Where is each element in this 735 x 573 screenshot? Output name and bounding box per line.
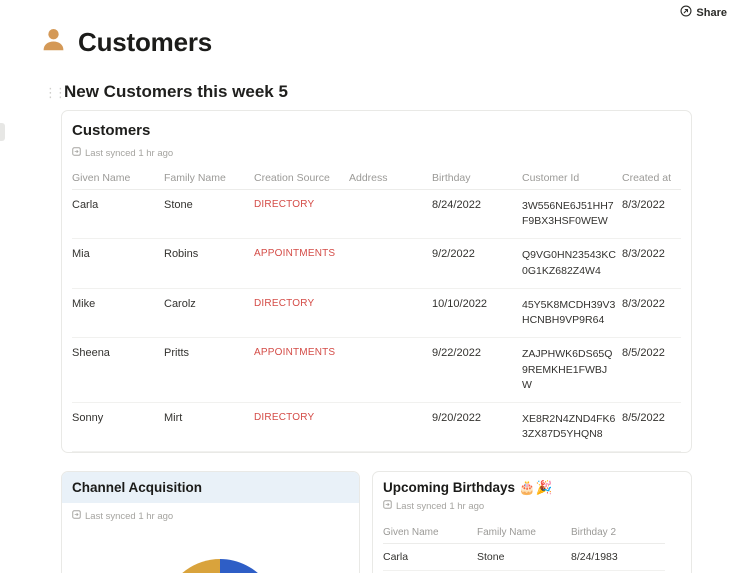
given-name-cell: Sonny [72,402,164,453]
person-icon [40,26,67,58]
column-header: Given Name [72,167,164,190]
section-title: New Customers this week 5 [64,82,288,101]
sync-icon [72,510,81,522]
customers-table: Given Name Family Name Creation Source Addr… [72,167,681,453]
column-header: Address [349,167,432,190]
creation-source-cell: DIRECTORY [254,189,349,240]
table-row: Sheena Pritts APPOINTMENTS 9/22/2022 ZAJPHWK… [72,337,681,403]
family-name-cell: Robins [164,238,254,289]
customers-table-header-row: Given Name Family Name Creation Source Addr… [72,167,681,190]
customer-id-cell: XE8R2N4ZND4FK63ZX87D5YHQN8 [522,402,622,453]
address-cell [349,238,432,289]
family-name-cell: Stone [477,543,571,572]
sync-icon [383,500,392,512]
given-name-cell: Mia [383,570,477,573]
pie-slice-directory[interactable] [186,559,278,573]
pie-chart: APPOINTMENTS DIRECTORY [62,530,359,573]
birthday-cell: 9/2/2022 [432,238,522,289]
birthday-cell: 10/10/2022 [432,288,522,339]
created-at-cell: 8/3/2022 [622,189,681,240]
table-row: Mia Robins APPOINTMENTS 9/2/2022 Q9VG0HN2354… [72,238,681,289]
customer-id-cell: ZAJPHWK6DS65Q9REMKHE1FWBJW [522,337,622,403]
drag-handle-icon[interactable]: ⋮⋮ [44,84,67,100]
column-header: Birthday [432,167,522,190]
section-heading-row: ⋮⋮ New Customers this week 5 [44,82,735,102]
given-name-cell: Mike [72,288,164,339]
table-row: Carla Stone 8/24/1983 [383,543,665,572]
sync-label: Last synced 1 hr ago [85,147,174,159]
column-header: Birthday 2 [571,522,665,545]
column-header: Given Name [383,522,477,545]
customers-sync-status: Last synced 1 hr ago [72,145,681,167]
family-name-cell: Pritts [164,337,254,403]
table-row: Sonny Mirt DIRECTORY 9/20/2022 XE8R2N4ZND4FK… [72,402,681,453]
creation-source-cell: APPOINTMENTS [254,238,349,289]
customer-id-cell: 45Y5K8MCDH39V3HCNBH9VP9R64 [522,288,622,339]
birthday-cell: 9/22/2022 [432,337,522,403]
address-cell [349,288,432,339]
birthday-cell: 8/24/2022 [432,189,522,240]
bottom-columns: Channel Acquisition Last synced 1 hr ago [61,471,735,573]
pie-slice-appointments[interactable] [162,559,220,573]
channel-acquisition-card: Channel Acquisition Last synced 1 hr ago [61,471,360,573]
birthdays-table-body: CarlaStone8/24/1983MiaRobins9/2/1988Sonn… [383,543,665,573]
column-header: Family Name [477,522,571,545]
upcoming-birthdays-card: Upcoming Birthdays 🎂🎉 Last synced 1 hr a… [372,471,692,573]
customer-id-cell: 3W556NE6J51HH7F9BX3HSF0WEW [522,189,622,240]
created-at-cell: 8/5/2022 [622,337,681,403]
creation-source-cell: DIRECTORY [254,402,349,453]
share-button[interactable]: Share [680,5,727,20]
birthdays-card-title: Upcoming Birthdays 🎂🎉 [383,480,553,496]
birthdays-sync-status: Last synced 1 hr ago [383,498,681,520]
table-row: MiaRobins9/2/1988 [383,570,665,573]
customers-card: Customers Last synced 1 hr ago Given Nam… [61,110,692,454]
sync-label: Last synced 1 hr ago [396,500,485,512]
column-header: Family Name [164,167,254,190]
pie-chart-svg [162,559,278,573]
share-label: Share [696,6,727,19]
share-icon [680,5,692,20]
column-header: Creation Source [254,167,349,190]
column-header: Created at [622,167,681,190]
scroll-indicator [0,123,5,141]
channel-card-title: Channel Acquisition [62,472,359,504]
birthday-2-cell: 9/2/1988 [571,570,665,573]
page-title: Customers [78,26,213,57]
birthdays-table: Given Name Family Name Birthday 2 Carla Sto… [383,522,665,573]
customers-card-title: Customers [72,122,151,139]
created-at-cell: 8/5/2022 [622,402,681,453]
given-name-cell: Mia [72,238,164,289]
customer-id-cell: Q9VG0HN23543KC0G1KZ682Z4W4 [522,238,622,289]
pie-leader-lines [62,530,359,573]
created-at-cell: 8/3/2022 [622,288,681,339]
created-at-cell: 8/3/2022 [622,238,681,289]
sync-label: Last synced 1 hr ago [85,510,174,522]
table-row: Carla Stone DIRECTORY 8/24/2022 3W556NE6J51H… [72,189,681,240]
given-name-cell: Carla [72,189,164,240]
address-cell [349,402,432,453]
sync-icon [72,147,81,159]
creation-source-cell: APPOINTMENTS [254,337,349,403]
customers-table-body: Carla Stone DIRECTORY 8/24/2022 3W556NE6J51H… [72,189,681,453]
family-name-cell: Robins [477,570,571,573]
given-name-cell: Sheena [72,337,164,403]
birthdays-table-header-row: Given Name Family Name Birthday 2 [383,522,665,545]
address-cell [349,189,432,240]
family-name-cell: Stone [164,189,254,240]
birthday-cell: 9/20/2022 [432,402,522,453]
column-header: Customer Id [522,167,622,190]
channel-sync-status: Last synced 1 hr ago [72,503,349,530]
address-cell [349,337,432,403]
family-name-cell: Carolz [164,288,254,339]
creation-source-cell: DIRECTORY [254,288,349,339]
birthday-2-cell: 8/24/1983 [571,543,665,572]
given-name-cell: Carla [383,543,477,572]
family-name-cell: Mirt [164,402,254,453]
page-title-row: Customers [0,0,735,58]
table-row: Mike Carolz DIRECTORY 10/10/2022 45Y5K8MCDH3… [72,288,681,339]
